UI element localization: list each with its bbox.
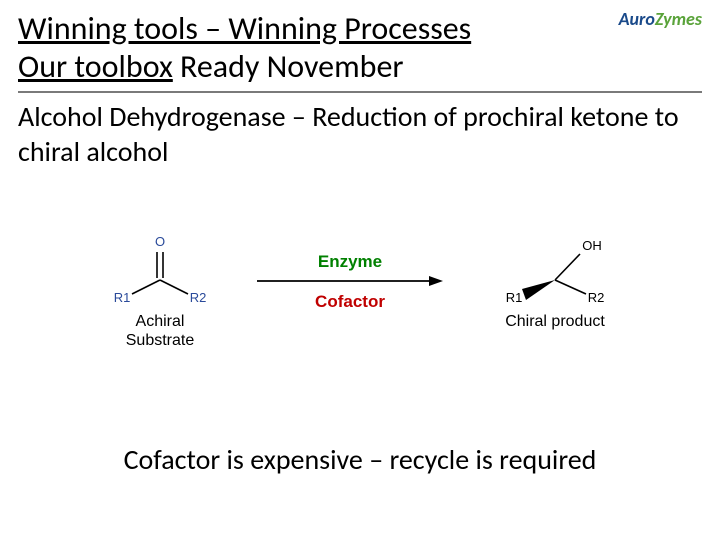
ketone-r2-label: R2: [190, 290, 207, 305]
title-block: Winning tools – Winning Processes Our to…: [0, 0, 720, 87]
brand-logo: AuroZymes: [619, 8, 702, 30]
title-line-2-rest: Ready November: [173, 47, 404, 86]
ketone-o-label: O: [155, 234, 165, 249]
alcohol-r1-label: R1: [506, 290, 523, 305]
title-line-1: Winning tools – Winning Processes: [18, 10, 702, 48]
logo-part2: Zymes: [655, 8, 702, 30]
substrate-caption-l2: Substrate: [126, 332, 194, 349]
title-line-2-underlined: Our toolbox: [18, 47, 173, 86]
reaction-scheme: O R1 R2 Achiral Substrate Enzyme Cofacto…: [0, 210, 720, 390]
footer-note: Cofactor is expensive – recycle is requi…: [0, 442, 720, 477]
reaction-arrow: [255, 274, 445, 288]
enzyme-label: Enzyme: [250, 252, 450, 272]
title-line-1-text: Winning tools – Winning Processes: [18, 9, 471, 48]
reaction-arrow-block: Enzyme Cofactor: [250, 252, 450, 312]
title-divider: [18, 91, 702, 93]
alcohol-svg: OH R1 R2: [490, 230, 620, 308]
product-caption: Chiral product: [480, 312, 630, 331]
substrate-caption-l1: Achiral: [136, 313, 185, 330]
slide-subtitle: Alcohol Dehydrogenase – Reduction of pro…: [0, 99, 720, 169]
product-structure: OH R1 R2 Chiral product: [480, 230, 630, 331]
alcohol-oh-label: OH: [582, 238, 602, 253]
cofactor-label: Cofactor: [250, 292, 450, 312]
ketone-r1-label: R1: [114, 290, 131, 305]
alcohol-r2-label: R2: [588, 290, 605, 305]
title-line-2: Our toolbox Ready November: [18, 48, 702, 86]
substrate-structure: O R1 R2 Achiral Substrate: [90, 230, 230, 350]
logo-part1: Auro: [619, 8, 655, 30]
ketone-svg: O R1 R2: [100, 230, 220, 308]
substrate-caption: Achiral Substrate: [90, 312, 230, 350]
